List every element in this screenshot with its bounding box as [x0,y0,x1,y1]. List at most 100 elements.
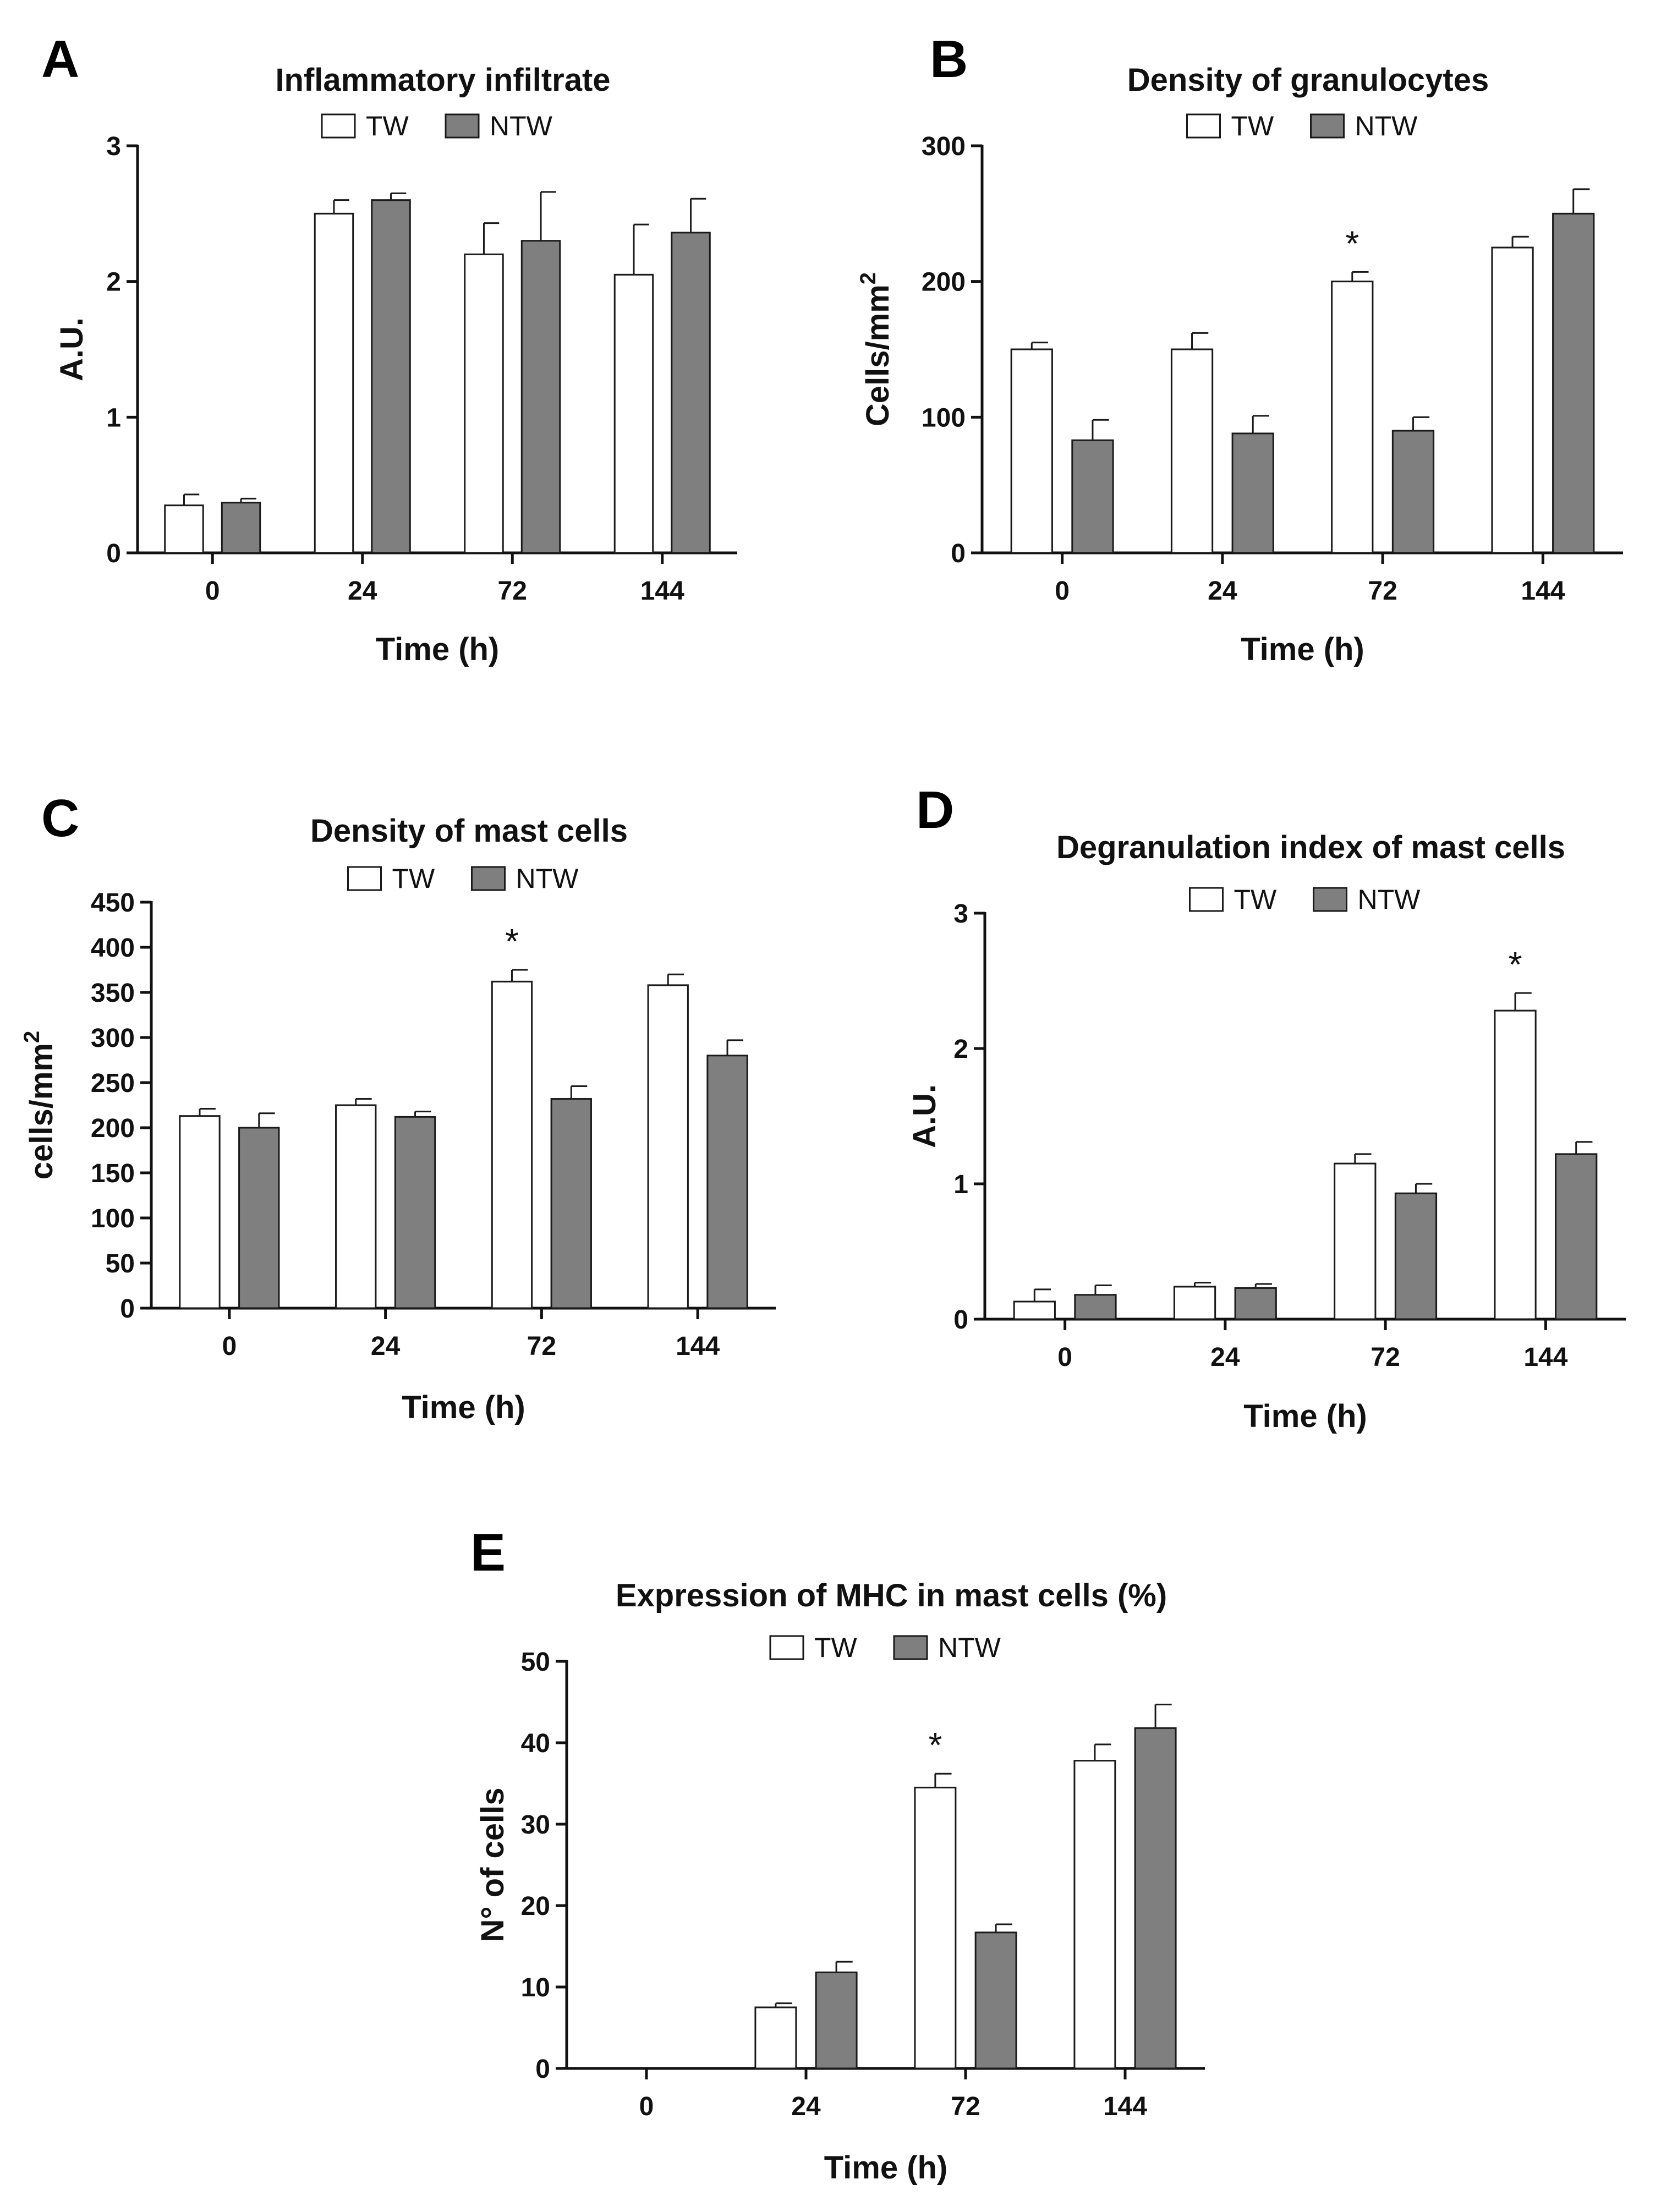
x-tick-label: 0 [1057,1343,1072,1372]
x-tick-label: 144 [640,577,684,606]
significance-star: * [505,921,519,961]
bar-ntw [1555,1153,1598,1320]
y-tick-label: 300 [922,132,966,161]
chart-title: Expression of MHC in mast cells (%) [616,1578,1167,1613]
y-tick-label: 20 [521,1892,550,1921]
y-tick-label: 100 [91,1204,135,1233]
legend-swatch-tw [321,113,356,139]
y-axis-label-superscript: 2 [20,1031,44,1043]
y-tick-label: 3 [953,899,968,929]
bar-ntw [1391,430,1435,554]
bar-ntw [1134,1727,1177,2070]
y-tick-label: 150 [91,1159,135,1188]
x-axis-label: Time (h) [824,2150,948,2186]
legend-swatch-ntw [1310,113,1345,139]
bar-tw [491,980,533,1309]
y-tick-label: 50 [521,1648,550,1677]
x-axis-label: Time (h) [402,1390,525,1425]
y-axis-label-text: N° of cells [475,1787,511,1942]
bar-ntw [371,199,411,554]
legend-swatch-tw [1189,887,1224,912]
bar-ntw [1234,1287,1277,1320]
legend-label-tw: TW [392,863,436,894]
panel-letter: C [41,789,79,848]
bar-ntw [815,1971,858,2070]
bar-ntw [394,1116,436,1309]
y-tick-label: 200 [91,1114,135,1143]
bar-tw [1170,348,1214,554]
bar-tw [1013,1300,1056,1320]
bar-tw [335,1104,377,1309]
y-tick-label: 450 [91,888,135,918]
bar-ntw [1071,439,1114,554]
legend-label-ntw: NTW [490,111,553,141]
panel-letter: E [470,1523,506,1582]
bar-tw [164,504,204,554]
significance-star: * [1345,223,1359,263]
y-axis-label-text: A.U. [54,317,90,381]
chart-title: Density of mast cells [310,813,628,849]
y-tick-label: 50 [106,1249,135,1278]
legend-label-tw: TW [1234,884,1278,915]
bar-ntw [1552,212,1595,554]
panel-a: A Inflammatory infiltrate TW NTW 0 1 2 3 0 24 72 14… [41,30,737,667]
y-tick-label: 1 [106,403,121,432]
bar-tw [1491,246,1534,554]
panel-letter: D [916,781,954,839]
bar-ntw [1074,1294,1117,1320]
significance-star: * [1509,945,1522,984]
bar-ntw [520,240,561,554]
y-tick-label: 0 [535,2055,550,2084]
y-tick-label: 3 [106,132,121,161]
significance-star: * [928,1725,942,1765]
x-tick-label: 0 [205,577,220,606]
bar-tw [1010,348,1053,554]
legend-swatch-ntw [445,113,480,139]
y-tick-label: 100 [922,403,966,432]
y-tick-label: 10 [521,1973,550,2002]
bar-ntw [671,232,711,554]
x-tick-label: 144 [1523,1343,1567,1372]
bar-tw [1331,281,1374,554]
y-tick-label: 30 [521,1810,550,1840]
legend-label-tw: TW [366,111,409,141]
x-tick-label: 24 [348,577,377,606]
y-axis-label: N° of cells [475,1787,511,1942]
bar-tw [179,1115,221,1309]
bar-tw [314,212,354,554]
x-tick-label: 24 [1210,1343,1240,1372]
x-tick-label: 72 [527,1332,556,1361]
y-tick-label: 300 [91,1024,135,1053]
legend-swatch-ntw [471,866,506,891]
panel-letter: A [41,30,79,89]
chart-title: Inflammatory infiltrate [275,62,610,98]
bar-ntw [550,1098,592,1309]
bar-tw [1073,1760,1116,2070]
legend-label-tw: TW [814,1632,858,1663]
x-tick-label: 72 [1368,577,1397,606]
x-axis-label: Time (h) [376,632,500,667]
legend-label-ntw: NTW [1358,884,1421,915]
y-tick-label: 200 [922,268,966,297]
y-tick-label: 350 [91,979,135,1008]
x-axis-label: Time (h) [1241,632,1364,667]
bar-ntw [238,1127,280,1309]
y-axis-label: A.U. [54,317,90,381]
bar-tw [1173,1286,1216,1320]
bar-tw [647,984,689,1309]
legend-label-ntw: NTW [1355,111,1418,141]
bar-tw [464,253,504,554]
y-axis-label-superscript: 2 [856,272,880,284]
chart-title: Degranulation index of mast cells [1056,830,1565,865]
x-axis-label: Time (h) [1243,1398,1367,1434]
y-tick-label: 0 [953,1305,968,1335]
x-tick-label: 144 [1521,577,1565,606]
panel-d: D Degranulation index of mast cells TW NTW 0… [907,781,1626,1434]
bar-ntw [706,1055,748,1309]
x-tick-label: 72 [951,2092,980,2121]
panel-letter: B [930,30,968,89]
legend-swatch-ntw [893,1635,928,1660]
bar-tw [613,273,654,554]
